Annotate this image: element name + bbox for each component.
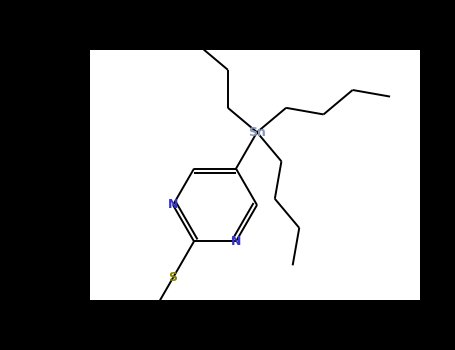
Bar [90, 50, 420, 300]
Text: N: N [168, 198, 178, 211]
Text: S: S [168, 271, 177, 284]
Text: N: N [231, 235, 241, 248]
Text: Sn: Sn [248, 126, 266, 139]
